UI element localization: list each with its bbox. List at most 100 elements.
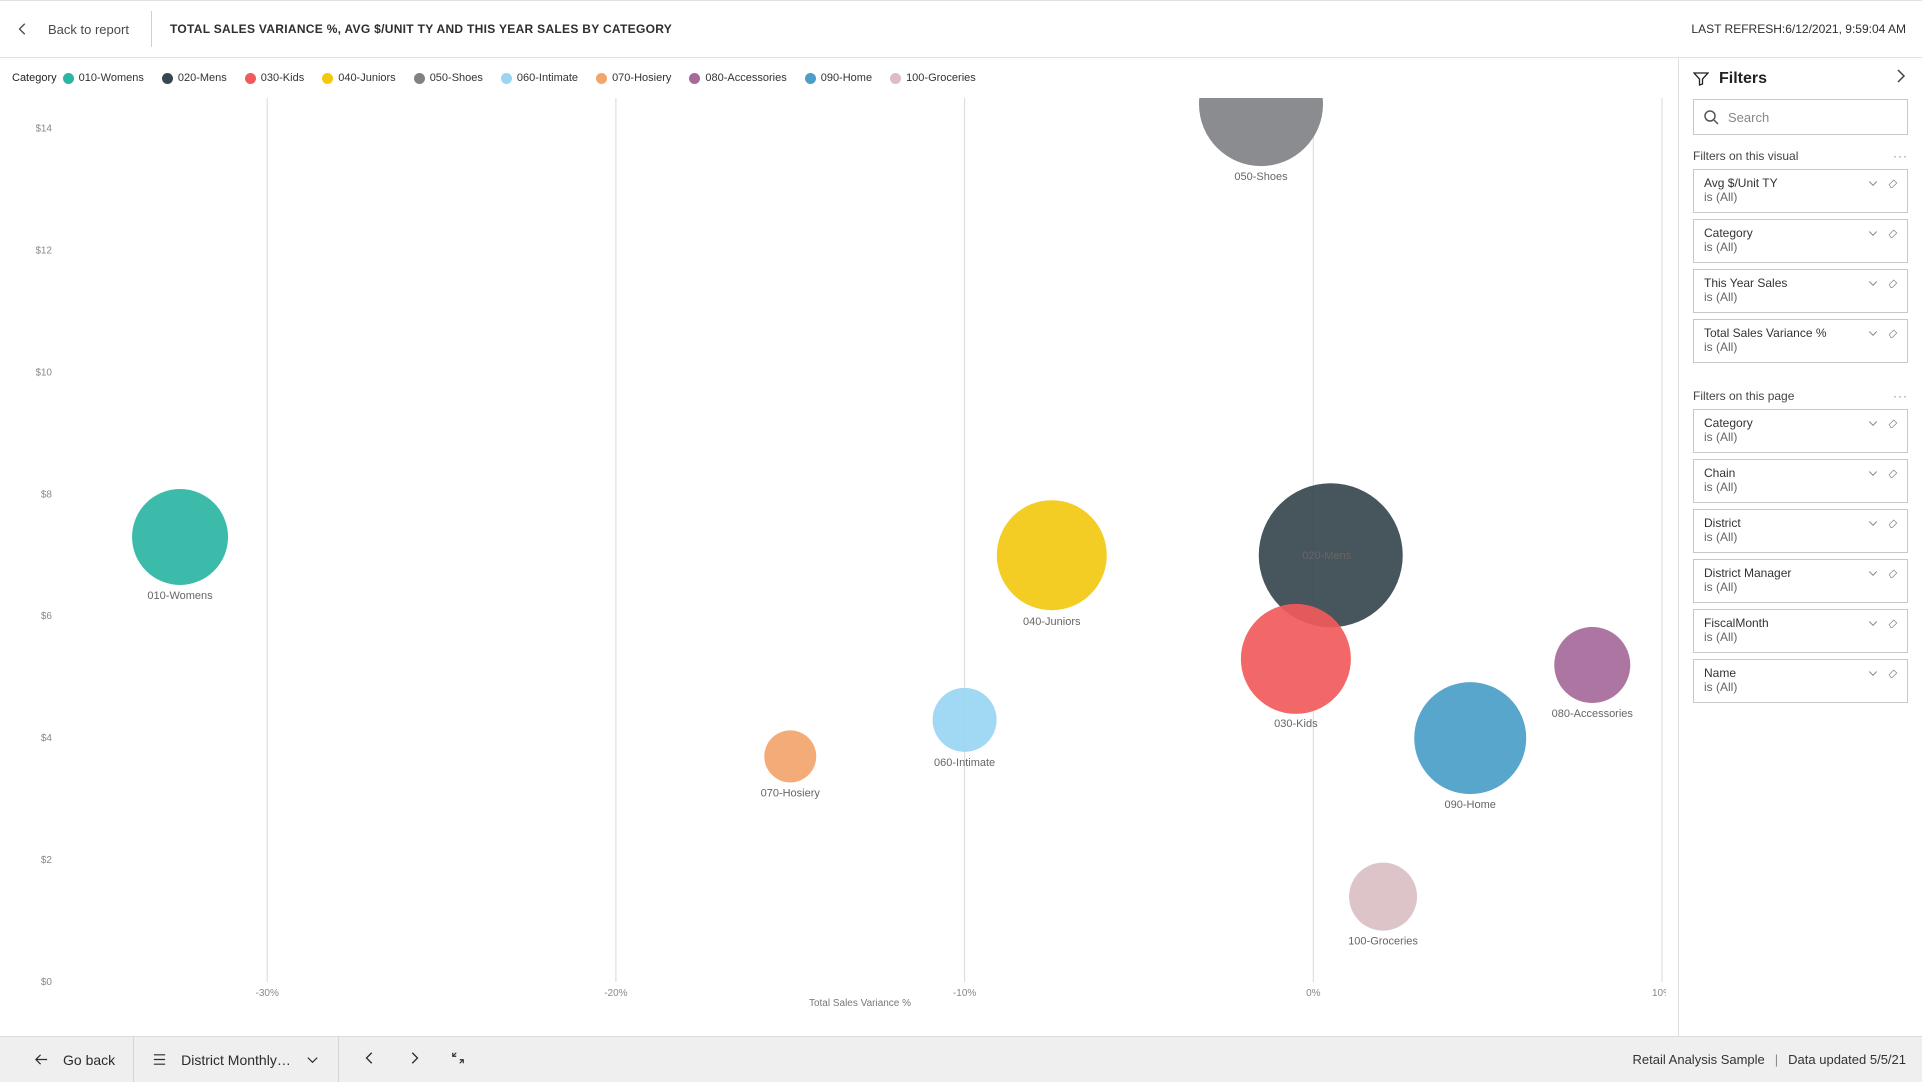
chart-legend: Category 010-Womens020-Mens030-Kids040-J… [8,72,1678,84]
legend-item-label: 040-Juniors [338,72,395,84]
filter-card[interactable]: District Manageris (All) [1693,559,1908,603]
chart-area: Category 010-Womens020-Mens030-Kids040-J… [0,58,1678,1036]
back-to-report-button[interactable]: Back to report [16,22,151,37]
eraser-icon[interactable] [1887,617,1899,629]
chevron-down-icon[interactable] [1867,277,1879,289]
svg-text:080-Accessories: 080-Accessories [1552,708,1634,720]
filter-card[interactable]: Chainis (All) [1693,459,1908,503]
legend-item[interactable]: 010-Womens [63,72,144,84]
eraser-icon[interactable] [1887,667,1899,679]
svg-text:-10%: -10% [953,988,976,999]
svg-text:030-Kids: 030-Kids [1274,718,1318,730]
svg-text:$10: $10 [36,367,52,378]
legend-item[interactable]: 070-Hosiery [596,72,671,84]
collapse-pane-button[interactable] [1892,68,1908,89]
chevron-down-icon[interactable] [1867,617,1879,629]
eraser-icon[interactable] [1887,177,1899,189]
legend-swatch-icon [689,73,700,84]
filter-state: is (All) [1704,290,1737,304]
chevron-down-icon[interactable] [1867,517,1879,529]
legend-swatch-icon [63,73,74,84]
legend-swatch-icon [245,73,256,84]
svg-text:$0: $0 [41,977,53,988]
legend-swatch-icon [596,73,607,84]
svg-text:050-Shoes: 050-Shoes [1234,171,1288,183]
bubble-chart[interactable]: -30%-20%-10%0%10%$0$2$4$6$8$10$12$14Tota… [36,94,1666,1008]
page-name-label: District Monthly… [181,1052,291,1068]
section-more-icon[interactable]: ··· [1893,149,1908,163]
legend-item-label: 010-Womens [79,72,144,84]
chevron-down-icon[interactable] [1867,567,1879,579]
search-icon [1703,109,1719,125]
svg-text:020-Mens: 020-Mens [1302,550,1351,562]
back-label: Back to report [48,22,129,37]
filter-card[interactable]: Total Sales Variance %is (All) [1693,319,1908,363]
eraser-icon[interactable] [1887,567,1899,579]
filter-card[interactable]: Nameis (All) [1693,659,1908,703]
filters-title: Filters [1719,70,1767,88]
svg-text:10%: 10% [1652,988,1666,999]
eraser-icon[interactable] [1887,417,1899,429]
status-bar: Go back District Monthly… Retail Analysi… [0,1036,1922,1082]
svg-text:$2: $2 [41,855,53,866]
legend-item[interactable]: 090-Home [805,72,872,84]
filter-state: is (All) [1704,530,1737,544]
last-refresh-label: LAST REFRESH:6/12/2021, 9:59:04 AM [1691,22,1906,36]
chevron-down-icon[interactable] [1867,417,1879,429]
filter-card[interactable]: Districtis (All) [1693,509,1908,553]
legend-swatch-icon [322,73,333,84]
go-back-button[interactable]: Go back [16,1037,134,1082]
legend-item[interactable]: 080-Accessories [689,72,786,84]
legend-item[interactable]: 100-Groceries [890,72,976,84]
svg-text:060-Intimate: 060-Intimate [934,757,995,769]
legend-item[interactable]: 030-Kids [245,72,304,84]
page-selector[interactable]: District Monthly… [134,1037,339,1082]
legend-item[interactable]: 040-Juniors [322,72,395,84]
filter-card[interactable]: Avg $/Unit TYis (All) [1693,169,1908,213]
filter-state: is (All) [1704,630,1737,644]
filter-card[interactable]: FiscalMonthis (All) [1693,609,1908,653]
svg-text:$12: $12 [36,245,52,256]
filter-state: is (All) [1704,680,1737,694]
legend-swatch-icon [805,73,816,84]
svg-text:Total Sales Variance %: Total Sales Variance % [809,998,911,1008]
chevron-down-icon[interactable] [1867,467,1879,479]
filter-state: is (All) [1704,480,1737,494]
chevron-down-icon[interactable] [1867,327,1879,339]
legend-item-label: 070-Hosiery [612,72,671,84]
funnel-icon [1693,71,1709,87]
section-more-icon[interactable]: ··· [1893,389,1908,403]
filters-header: Filters [1693,68,1908,89]
chevron-down-icon[interactable] [1867,227,1879,239]
filter-card[interactable]: Categoryis (All) [1693,409,1908,453]
filter-card[interactable]: This Year Salesis (All) [1693,269,1908,313]
legend-item[interactable]: 050-Shoes [414,72,483,84]
filter-search-input[interactable] [1693,99,1908,135]
filter-state: is (All) [1704,190,1737,204]
legend-item-label: 030-Kids [261,72,304,84]
eraser-icon[interactable] [1887,277,1899,289]
eraser-icon[interactable] [1887,327,1899,339]
legend-item[interactable]: 020-Mens [162,72,227,84]
chevron-down-icon[interactable] [1867,667,1879,679]
divider [151,11,152,47]
separator: | [1775,1052,1778,1067]
next-page-button[interactable] [407,1051,421,1068]
eraser-icon[interactable] [1887,467,1899,479]
chevron-down-icon[interactable] [1867,177,1879,189]
prev-page-button[interactable] [363,1051,377,1068]
filter-search [1693,99,1908,135]
legend-swatch-icon [501,73,512,84]
fit-to-page-button[interactable] [451,1051,465,1068]
legend-item[interactable]: 060-Intimate [501,72,578,84]
legend-item-label: 020-Mens [178,72,227,84]
list-icon [152,1052,167,1067]
chevron-down-icon [305,1052,320,1067]
legend-item-label: 080-Accessories [705,72,786,84]
visual-header: Back to report TOTAL SALES VARIANCE %, A… [0,0,1922,58]
eraser-icon[interactable] [1887,517,1899,529]
legend-item-label: 050-Shoes [430,72,483,84]
go-back-label: Go back [63,1052,115,1068]
eraser-icon[interactable] [1887,227,1899,239]
filter-card[interactable]: Categoryis (All) [1693,219,1908,263]
